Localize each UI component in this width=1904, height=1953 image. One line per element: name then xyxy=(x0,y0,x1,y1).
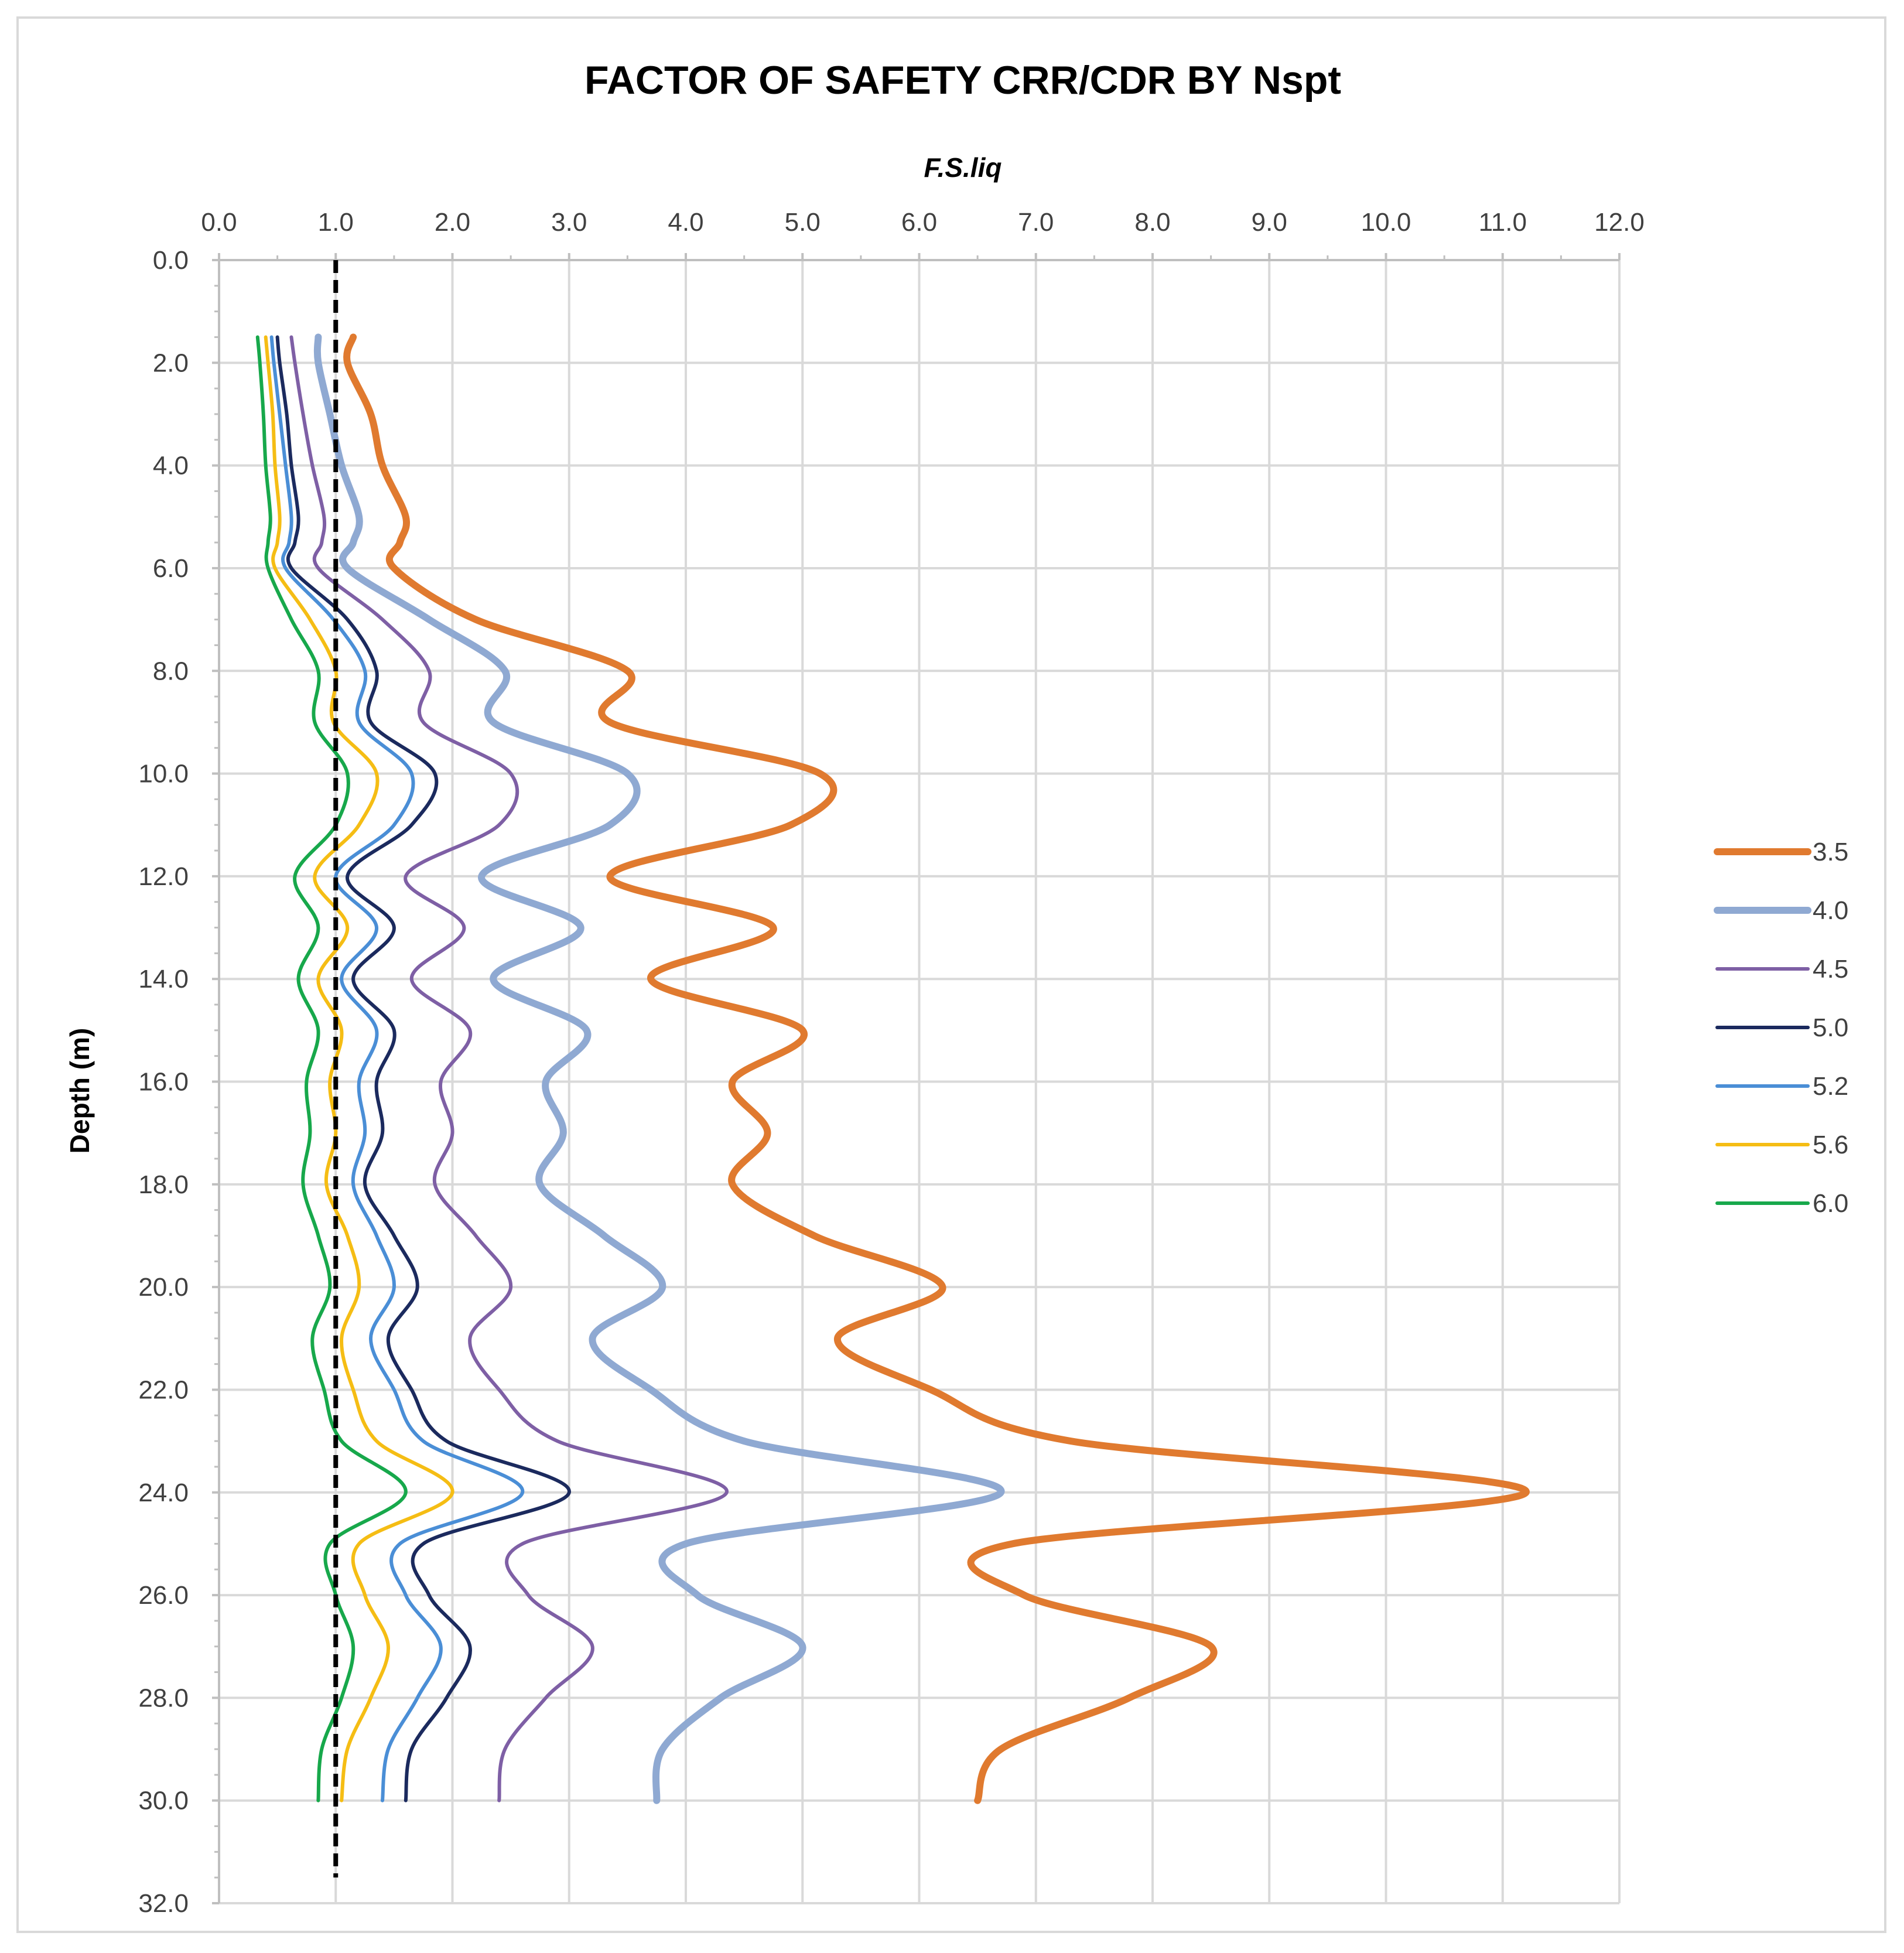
y-tick-label: 26.0 xyxy=(138,1581,189,1610)
axis-layer: 0.0 1.0 2.0 3.0 4.0 5.0 6.0 7.0 8.0 9.0 10.0 11.0 12… xyxy=(138,208,1644,1918)
y-tick-label: 12.0 xyxy=(138,862,189,891)
legend-label-5.6: 5.6 xyxy=(1813,1131,1848,1159)
series-line-4.0 xyxy=(313,333,1005,1804)
y-axis-title: Depth (m) xyxy=(64,1028,95,1154)
legend-label-3.5: 3.5 xyxy=(1813,838,1848,866)
x-tick-label: 6.0 xyxy=(901,208,937,237)
x-tick-label: 0.0 xyxy=(201,208,237,237)
y-tick-label: 8.0 xyxy=(153,657,189,685)
x-tick-label: 2.0 xyxy=(435,208,470,237)
series-line-5.6 xyxy=(264,335,454,1802)
legend-label-4.0: 4.0 xyxy=(1813,896,1848,925)
y-tick-label: 32.0 xyxy=(138,1889,189,1918)
x-tick-label: 3.0 xyxy=(551,208,587,237)
y-tick-label: 6.0 xyxy=(153,554,189,583)
legend-label-4.5: 4.5 xyxy=(1813,955,1848,984)
y-tick-label: 22.0 xyxy=(138,1375,189,1404)
legend-label-6.0: 6.0 xyxy=(1813,1189,1848,1218)
series-line-4.5 xyxy=(289,335,729,1802)
y-tick-label: 24.0 xyxy=(138,1479,189,1507)
series-line-5.2 xyxy=(269,335,525,1802)
legend-label-5.0: 5.0 xyxy=(1813,1013,1848,1042)
y-tick-label: 0.0 xyxy=(153,246,189,275)
y-tick-label: 30.0 xyxy=(138,1787,189,1815)
y-tick-label: 28.0 xyxy=(138,1684,189,1712)
chart-title: FACTOR OF SAFETY CRR/CDR BY Nspt xyxy=(584,58,1341,103)
chart-frame: FACTOR OF SAFETY CRR/CDR BY Nspt F.S.liq… xyxy=(16,16,1886,1933)
x-tick-label: 1.0 xyxy=(318,208,354,237)
y-tick-label: 20.0 xyxy=(138,1273,189,1302)
y-tick-label: 4.0 xyxy=(153,452,189,480)
series-layer xyxy=(255,333,1530,1804)
y-tick-label: 2.0 xyxy=(153,349,189,377)
y-tick-label: 14.0 xyxy=(138,965,189,993)
series-line-6.0 xyxy=(255,335,408,1802)
x-axis-title: F.S.liq xyxy=(924,152,1002,183)
y-tick-label: 16.0 xyxy=(138,1068,189,1097)
grid-layer xyxy=(219,260,1621,1904)
legend: 3.5 4.0 4.5 5.0 5.2 5.6 6.0 xyxy=(1714,838,1848,1218)
x-tick-label: 10.0 xyxy=(1361,208,1411,237)
x-tick-label: 7.0 xyxy=(1018,208,1054,237)
x-tick-label: 4.0 xyxy=(668,208,703,237)
y-tick-label: 18.0 xyxy=(138,1170,189,1199)
x-tick-label: 12.0 xyxy=(1594,208,1645,237)
y-tick-label: 10.0 xyxy=(138,760,189,788)
series-line-5.0 xyxy=(275,335,571,1802)
chart-svg: FACTOR OF SAFETY CRR/CDR BY Nspt F.S.liq… xyxy=(64,58,1848,1918)
series-line-3.5 xyxy=(343,333,1530,1804)
x-tick-label: 11.0 xyxy=(1479,208,1527,237)
x-tick-label: 9.0 xyxy=(1252,208,1287,237)
x-tick-label: 8.0 xyxy=(1134,208,1170,237)
x-tick-label: 5.0 xyxy=(785,208,821,237)
legend-label-5.2: 5.2 xyxy=(1813,1072,1848,1101)
